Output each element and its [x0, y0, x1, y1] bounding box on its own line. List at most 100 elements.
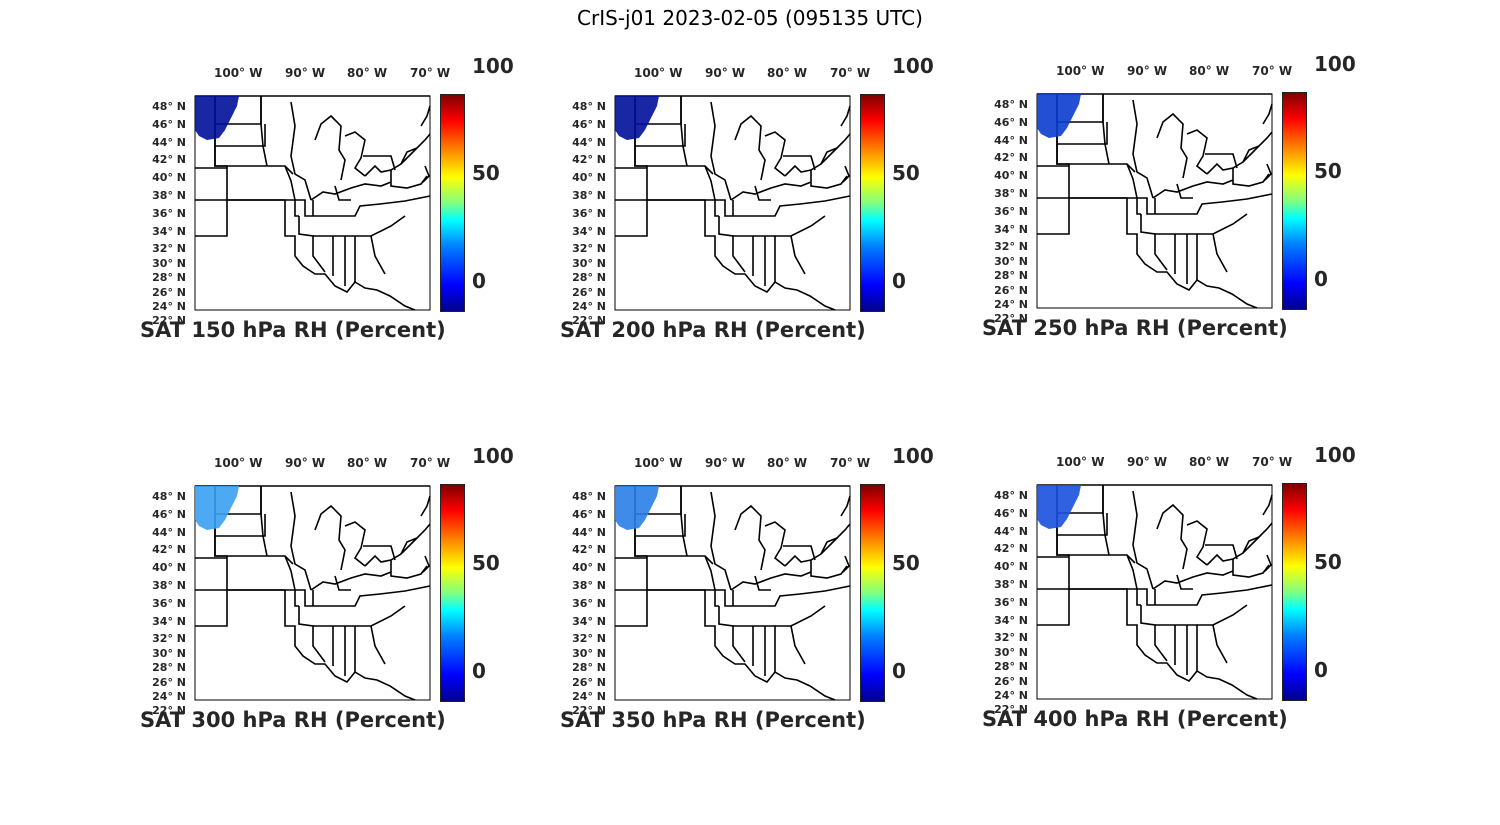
- colorbar: [1282, 483, 1307, 701]
- lon-label: 90° W: [285, 66, 326, 80]
- lat-label: 46° N: [152, 117, 186, 131]
- lon-label: 90° W: [705, 456, 746, 470]
- lat-label: 26° N: [994, 283, 1028, 297]
- panel-title: SAT 350 hPa RH (Percent): [560, 708, 866, 732]
- map-panel-3: 100° W 90° W 80° W 70° W 48° N 46° N 44° N…: [982, 52, 1412, 364]
- colorbar-min-label: 0: [472, 269, 486, 293]
- colorbar-max-label: 100: [472, 444, 514, 468]
- state-boundaries: [1037, 484, 1273, 700]
- lat-label: 32° N: [994, 240, 1028, 254]
- lat-label: 44° N: [994, 133, 1028, 147]
- lat-label: 22° N: [994, 312, 1028, 326]
- lat-label: 30° N: [572, 646, 606, 660]
- lat-label: 48° N: [572, 490, 606, 503]
- lon-label: 100° W: [634, 66, 683, 80]
- lat-label: 48° N: [152, 490, 186, 503]
- lon-label: 100° W: [1056, 64, 1105, 78]
- lat-label: 38° N: [572, 189, 606, 202]
- lat-label: 48° N: [152, 100, 186, 113]
- lat-label: 30° N: [152, 256, 186, 270]
- lat-label: 36° N: [152, 206, 186, 220]
- lon-label: 80° W: [1189, 64, 1230, 78]
- us-state-map: [1036, 93, 1273, 309]
- lat-label: 44° N: [994, 524, 1028, 538]
- lat-label: 28° N: [994, 269, 1028, 283]
- lat-label: 22° N: [572, 314, 606, 328]
- colorbar-mid-label: 50: [1314, 159, 1342, 183]
- lat-label: 24° N: [572, 690, 606, 703]
- lon-label: 70° W: [830, 66, 871, 80]
- colorbar-max-label: 100: [892, 444, 934, 468]
- colorbar-min-label: 0: [892, 659, 906, 683]
- state-boundaries: [615, 485, 851, 701]
- lon-label: 70° W: [1252, 64, 1293, 78]
- colorbar-max-label: 100: [1314, 443, 1356, 467]
- data-swath: [615, 96, 659, 140]
- lat-label: 44° N: [152, 525, 186, 539]
- colorbar-max-label: 100: [1314, 52, 1356, 76]
- lat-label: 26° N: [152, 675, 186, 689]
- lat-label: 22° N: [572, 704, 606, 718]
- lat-label: 46° N: [572, 507, 606, 521]
- lat-label: 48° N: [572, 100, 606, 113]
- lat-label: 28° N: [572, 661, 606, 675]
- us-state-map: [614, 485, 851, 701]
- colorbar-mid-label: 50: [1314, 550, 1342, 574]
- lat-label: 34° N: [152, 614, 186, 628]
- lat-label: 38° N: [994, 187, 1028, 200]
- lat-label: 26° N: [994, 674, 1028, 688]
- colorbar-max-label: 100: [892, 54, 934, 78]
- map-panel-2: 100° W 90° W 80° W 70° W 48° N 46° N 44° N…: [560, 54, 990, 366]
- lat-label: 26° N: [152, 285, 186, 299]
- lat-label: 44° N: [572, 135, 606, 149]
- lat-label: 46° N: [994, 506, 1028, 520]
- lat-label: 34° N: [572, 224, 606, 238]
- data-swath: [615, 486, 659, 530]
- lat-label: 24° N: [572, 300, 606, 313]
- lat-label: 36° N: [994, 204, 1028, 218]
- lat-label: 26° N: [572, 675, 606, 689]
- lat-label: 30° N: [994, 254, 1028, 268]
- lat-label: 42° N: [994, 542, 1028, 556]
- lat-label: 46° N: [994, 115, 1028, 129]
- colorbar-mid-label: 50: [892, 161, 920, 185]
- lon-label: 100° W: [214, 66, 263, 80]
- lon-label: 90° W: [1127, 455, 1168, 469]
- lat-label: 34° N: [994, 613, 1028, 627]
- us-state-map: [194, 485, 431, 701]
- panel-title: SAT 250 hPa RH (Percent): [982, 316, 1288, 340]
- state-boundaries: [615, 95, 851, 311]
- lon-label: 80° W: [347, 66, 388, 80]
- lat-label: 28° N: [152, 661, 186, 675]
- lat-label: 40° N: [994, 169, 1028, 183]
- colorbar-max-label: 100: [472, 54, 514, 78]
- panel-title: SAT 150 hPa RH (Percent): [140, 318, 446, 342]
- lat-label: 46° N: [572, 117, 606, 131]
- lat-label: 30° N: [994, 645, 1028, 659]
- data-swath: [195, 96, 239, 140]
- lat-label: 34° N: [994, 222, 1028, 236]
- lat-label: 22° N: [994, 703, 1028, 717]
- lat-label: 38° N: [152, 189, 186, 202]
- us-state-map: [1036, 484, 1273, 700]
- colorbar: [440, 94, 465, 312]
- lon-label: 80° W: [767, 66, 808, 80]
- lat-label: 28° N: [572, 271, 606, 285]
- lat-label: 40° N: [572, 171, 606, 185]
- lat-label: 22° N: [152, 704, 186, 718]
- lat-label: 34° N: [572, 614, 606, 628]
- data-swath: [1037, 485, 1081, 529]
- lon-label: 90° W: [1127, 64, 1168, 78]
- state-boundaries: [195, 485, 431, 701]
- colorbar: [1282, 92, 1307, 310]
- lat-label: 30° N: [152, 646, 186, 660]
- lat-label: 36° N: [572, 206, 606, 220]
- lon-label: 100° W: [1056, 455, 1105, 469]
- lat-label: 24° N: [994, 689, 1028, 702]
- lat-label: 30° N: [572, 256, 606, 270]
- lat-label: 44° N: [572, 525, 606, 539]
- colorbar-mid-label: 50: [892, 551, 920, 575]
- colorbar: [440, 484, 465, 702]
- lon-label: 90° W: [705, 66, 746, 80]
- lon-label: 70° W: [1252, 455, 1293, 469]
